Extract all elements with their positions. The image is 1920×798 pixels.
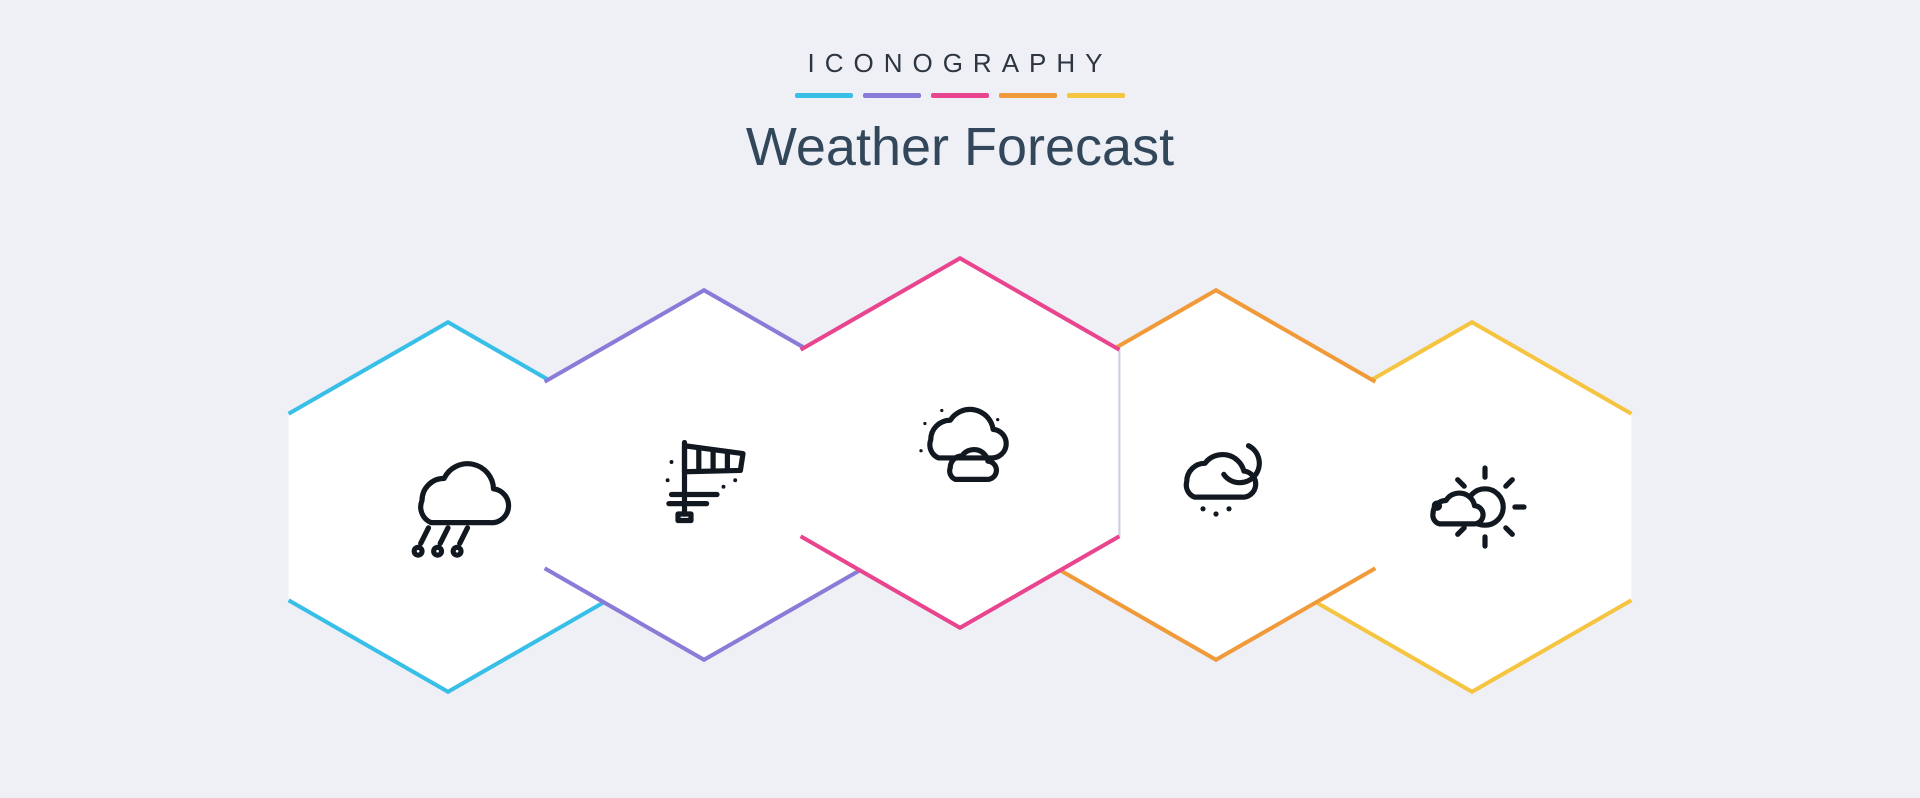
- accent-seg: [931, 93, 989, 98]
- night-rain-icon: [1151, 410, 1281, 540]
- wind-sock-icon: [639, 410, 769, 540]
- accent-seg: [863, 93, 921, 98]
- page-title: Weather Forecast: [0, 116, 1920, 178]
- accent-seg: [795, 93, 853, 98]
- cloud-hail-icon: [383, 442, 513, 572]
- brand-label: ICONOGRAPHY: [0, 48, 1920, 79]
- hex-tile: [790, 248, 1130, 638]
- hex-row: [320, 280, 1600, 670]
- sun-cloud-icon: [1407, 442, 1537, 572]
- header: ICONOGRAPHY Weather Forecast: [0, 0, 1920, 178]
- accent-row: [0, 93, 1920, 98]
- cloudy-icon: [895, 378, 1025, 508]
- accent-seg: [1067, 93, 1125, 98]
- accent-seg: [999, 93, 1057, 98]
